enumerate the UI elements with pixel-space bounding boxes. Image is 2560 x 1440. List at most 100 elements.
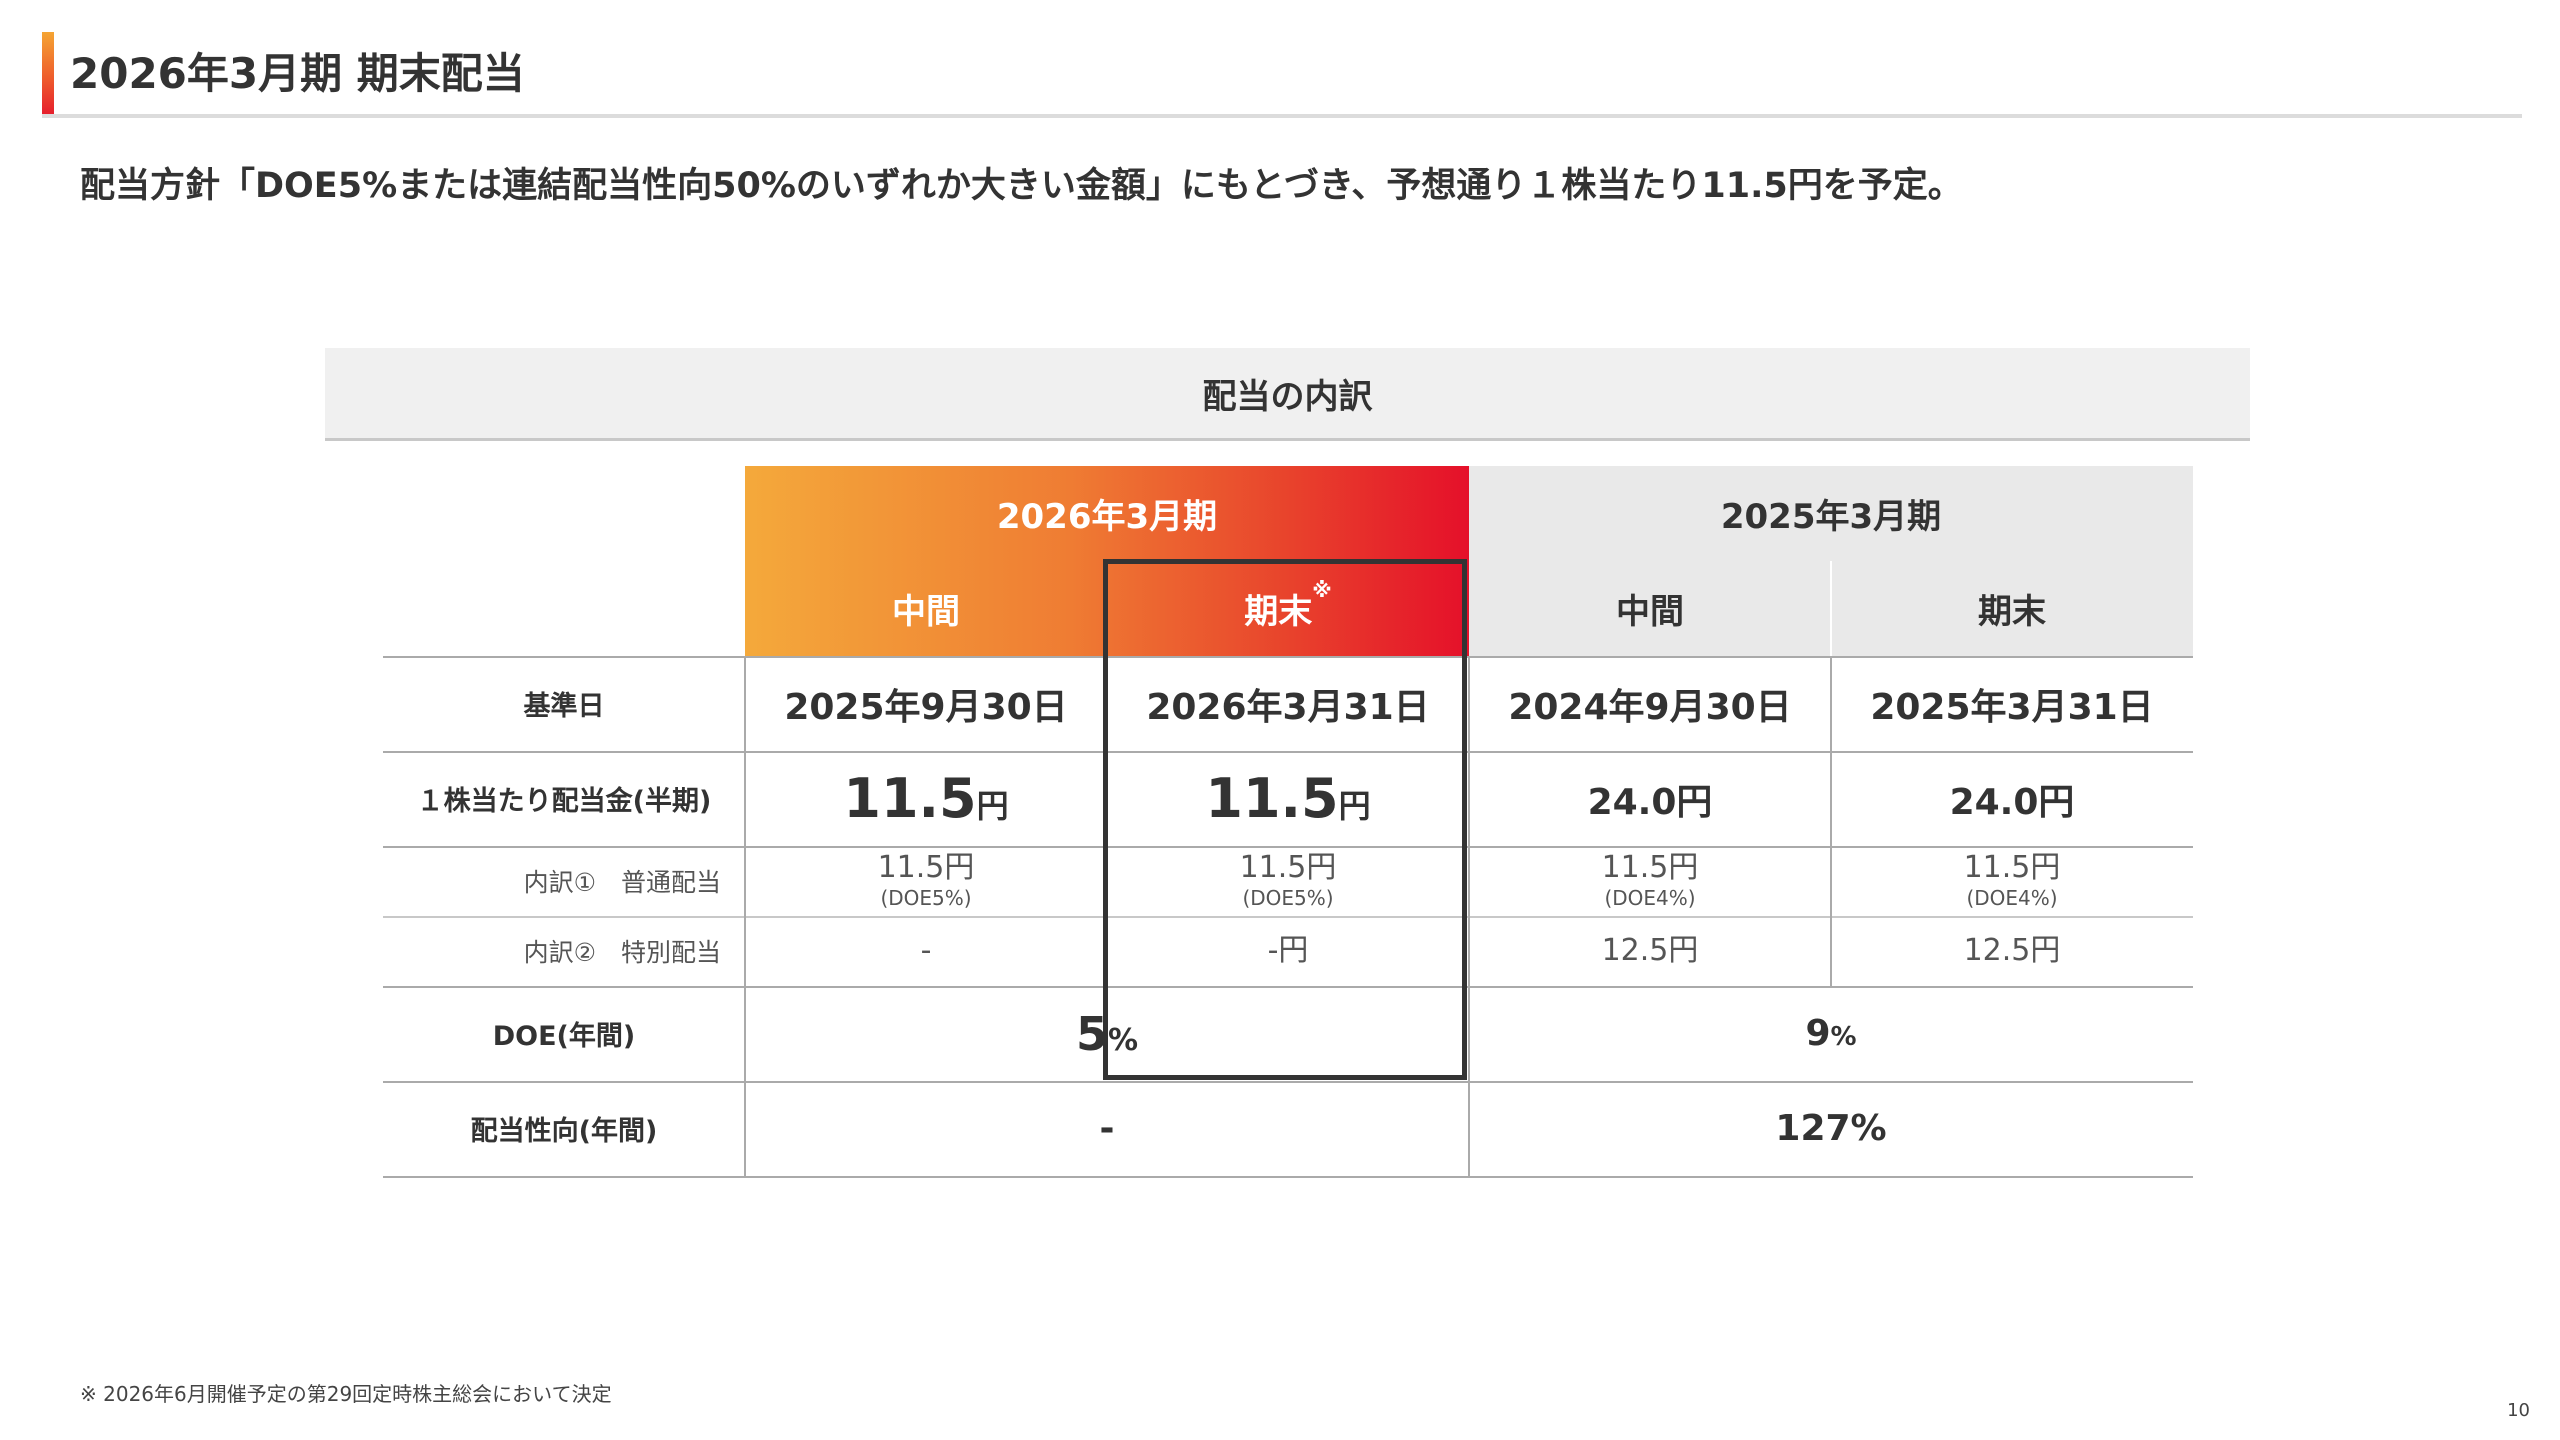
table-rule bbox=[383, 656, 2193, 658]
record-date-cell: 2026年3月31日 bbox=[1107, 656, 1469, 751]
row-label-doe-text: DOE(年間) bbox=[492, 1021, 636, 1052]
table-rule bbox=[383, 1081, 2193, 1083]
table-column-rule bbox=[1830, 656, 1832, 988]
ordinary-cell: 11.5円 (DOE5%) bbox=[1107, 846, 1469, 916]
doe-unit: % bbox=[1107, 1022, 1139, 1058]
row-label-record-date-text: 基準日 bbox=[523, 691, 605, 722]
page-title: 2026年3月期 期末配当 bbox=[70, 49, 525, 98]
table-column-rule bbox=[744, 656, 746, 1178]
ordinary-note: (DOE5%) bbox=[880, 886, 972, 910]
row-label-payout: 配当性向(年間) bbox=[383, 1081, 745, 1176]
dps-value: 24.0円 bbox=[1588, 773, 1713, 825]
ordinary-cell: 11.5円 (DOE4%) bbox=[1469, 846, 1831, 916]
special-value: -円 bbox=[1267, 933, 1309, 968]
header-2025-label: 2025年3月期 bbox=[1720, 497, 1942, 537]
record-date-cell: 2025年9月30日 bbox=[745, 656, 1107, 751]
row-label-special: 内訳② 特別配当 bbox=[383, 916, 745, 986]
header-2025: 2025年3月期 bbox=[1469, 466, 2193, 561]
row-label-ordinary: 内訳① 普通配当 bbox=[383, 846, 745, 916]
special-cell: 12.5円 bbox=[1469, 916, 1831, 986]
row-label-dps-text: １株当たり配当金(半期) bbox=[416, 786, 712, 817]
dps-unit: 円 bbox=[1338, 786, 1371, 825]
ordinary-value: 11.5円 bbox=[1601, 850, 1699, 885]
ordinary-value: 11.5円 bbox=[1239, 850, 1337, 885]
dps-unit: 円 bbox=[2038, 781, 2075, 823]
special-cell: - bbox=[745, 916, 1107, 986]
ordinary-cell: 11.5円 (DOE5%) bbox=[745, 846, 1107, 916]
header-2025-interim-label: 中間 bbox=[1616, 592, 1684, 632]
table-rule bbox=[383, 846, 2193, 848]
ordinary-value: 11.5円 bbox=[1963, 850, 2061, 885]
dps-value: 11.5円 bbox=[843, 766, 1009, 830]
ordinary-value: 11.5円 bbox=[877, 850, 975, 885]
table-rule bbox=[383, 751, 2193, 753]
title-divider bbox=[42, 114, 2522, 118]
header-2025-final-label: 期末 bbox=[1978, 592, 2046, 632]
header-2026-interim-label: 中間 bbox=[892, 592, 960, 632]
row-label-special-text: 内訳② 特別配当 bbox=[523, 938, 721, 967]
header-2026: 2026年3月期 bbox=[745, 466, 1469, 561]
row-label-payout-text: 配当性向(年間) bbox=[470, 1116, 658, 1147]
record-date-value: 2025年9月30日 bbox=[784, 686, 1068, 728]
payout-value: - bbox=[1099, 1108, 1115, 1149]
dps-cell: 11.5円 bbox=[745, 751, 1107, 846]
ordinary-cell: 11.5円 (DOE4%) bbox=[1831, 846, 2193, 916]
dividend-table: 2025年3月期 中間 期末 2026年3月期 中間 期末※ 基準日 2025年… bbox=[383, 466, 2193, 1180]
title-accent-bar bbox=[42, 32, 54, 118]
special-value: 12.5円 bbox=[1963, 933, 2061, 968]
row-label-ordinary-text: 内訳① 普通配当 bbox=[523, 868, 721, 897]
special-value: - bbox=[920, 933, 932, 968]
payout-value: 127% bbox=[1775, 1108, 1887, 1149]
dps-number: 11.5 bbox=[843, 766, 977, 830]
header-2026-label: 2026年3月期 bbox=[996, 497, 1218, 537]
doe-cell-2026: 5% bbox=[745, 986, 1469, 1081]
dps-number: 11.5 bbox=[1205, 766, 1339, 830]
lead-text: 配当方針「DOE5%または連結配当性向50%のいずれか大きい金額」にもとづき、予… bbox=[80, 166, 1963, 206]
record-date-value: 2024年9月30日 bbox=[1508, 686, 1792, 728]
header-2026-final-label: 期末※ bbox=[1244, 578, 1331, 633]
record-date-value: 2026年3月31日 bbox=[1146, 686, 1430, 728]
row-label-record-date: 基準日 bbox=[383, 656, 745, 751]
dps-unit: 円 bbox=[976, 786, 1009, 825]
footnote-mark: ※ bbox=[1312, 578, 1332, 602]
table-column-rule bbox=[1468, 656, 1470, 1178]
header-2026-final-text: 期末 bbox=[1244, 592, 1313, 632]
doe-value-2026: 5% bbox=[1076, 1007, 1138, 1061]
record-date-cell: 2024年9月30日 bbox=[1469, 656, 1831, 751]
row-label-doe: DOE(年間) bbox=[383, 986, 745, 1081]
ordinary-note: (DOE4%) bbox=[1604, 886, 1696, 910]
header-2025-final: 期末 bbox=[1831, 561, 2193, 656]
doe-cell-2025: 9% bbox=[1469, 986, 2193, 1081]
dps-cell: 24.0円 bbox=[1831, 751, 2193, 846]
payout-cell-2026: - bbox=[745, 1081, 1469, 1176]
footnote: ※ 2026年6月開催予定の第29回定時株主総会において決定 bbox=[80, 1382, 612, 1406]
doe-unit: % bbox=[1830, 1022, 1857, 1052]
dps-cell: 24.0円 bbox=[1469, 751, 1831, 846]
doe-number: 5 bbox=[1075, 1006, 1108, 1061]
ordinary-note: (DOE5%) bbox=[1242, 886, 1334, 910]
doe-value-2025: 9% bbox=[1805, 1013, 1856, 1054]
header-2026-interim: 中間 bbox=[745, 561, 1107, 656]
page-number: 10 bbox=[2507, 1400, 2530, 1421]
dps-value: 11.5円 bbox=[1205, 766, 1371, 830]
highlight-box-final-2026 bbox=[1103, 559, 1467, 1080]
header-divider bbox=[1830, 561, 1832, 656]
dps-cell: 11.5円 bbox=[1107, 751, 1469, 846]
dps-number: 24.0 bbox=[1949, 781, 2039, 823]
special-cell: -円 bbox=[1107, 916, 1469, 986]
special-value: 12.5円 bbox=[1601, 933, 1699, 968]
dps-value: 24.0円 bbox=[1950, 773, 2075, 825]
special-cell: 12.5円 bbox=[1831, 916, 2193, 986]
header-2026-final: 期末※ bbox=[1107, 561, 1469, 656]
table-rule bbox=[383, 916, 2193, 918]
row-label-dps: １株当たり配当金(半期) bbox=[383, 751, 745, 846]
doe-number: 9 bbox=[1805, 1013, 1831, 1054]
table-rule bbox=[383, 986, 2193, 988]
section-header: 配当の内訳 bbox=[325, 348, 2250, 441]
record-date-value: 2025年3月31日 bbox=[1870, 686, 2154, 728]
record-date-cell: 2025年3月31日 bbox=[1831, 656, 2193, 751]
ordinary-note: (DOE4%) bbox=[1966, 886, 2058, 910]
payout-cell-2025: 127% bbox=[1469, 1081, 2193, 1176]
table-rule bbox=[383, 1176, 2193, 1178]
dps-unit: 円 bbox=[1676, 781, 1713, 823]
